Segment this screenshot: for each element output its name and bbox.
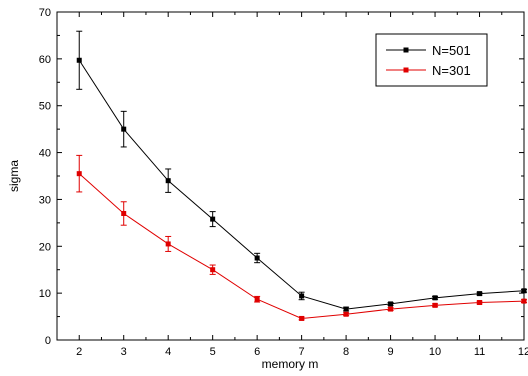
y-tick-label: 40 <box>39 148 51 160</box>
legend: N=501 N=301 <box>375 33 488 87</box>
y-tick-label: 60 <box>39 54 51 66</box>
y-tick-label: 0 <box>45 335 51 347</box>
data-point-n-501 <box>432 295 438 301</box>
x-tick-label: 11 <box>474 346 485 358</box>
series-line-n-501 <box>78 59 525 310</box>
data-point-n-301 <box>165 241 171 247</box>
data-point-n-301 <box>432 302 438 308</box>
data-point-n-301 <box>388 306 394 312</box>
y-tick-label: 50 <box>39 101 51 113</box>
x-tick-label: 4 <box>165 346 171 358</box>
data-point-n-501 <box>299 293 305 299</box>
data-point-n-501 <box>121 126 127 132</box>
x-axis-label: memory m <box>262 357 319 371</box>
x-tick-label: 3 <box>121 346 127 358</box>
data-point-n-301 <box>254 296 260 302</box>
data-point-n-501 <box>388 301 394 307</box>
data-point-n-301 <box>210 267 216 273</box>
x-tick-label: 10 <box>429 346 441 358</box>
data-point-n-301 <box>121 210 127 216</box>
data-point-n-501 <box>76 57 82 63</box>
x-tick-label: 8 <box>343 346 349 358</box>
data-point-n-301 <box>521 298 527 304</box>
legend-marker-n-301 <box>403 67 409 73</box>
series-layer <box>76 30 527 321</box>
x-tick-label: 9 <box>388 346 394 358</box>
data-point-n-501 <box>343 306 349 312</box>
x-tick-label: 5 <box>210 346 216 358</box>
x-tick-label: 6 <box>254 346 260 358</box>
data-point-n-501 <box>521 288 527 294</box>
y-tick-label: 70 <box>39 7 51 19</box>
legend-marker-n-501 <box>403 47 409 53</box>
x-tick-label: 7 <box>299 346 305 358</box>
y-axis: 0 10 20 30 40 50 60 70 <box>39 7 524 347</box>
data-point-n-301 <box>76 171 82 177</box>
data-point-n-501 <box>477 291 483 297</box>
x-tick-label: 12 <box>518 346 528 358</box>
data-point-n-501 <box>210 216 216 222</box>
y-tick-label: 20 <box>39 241 51 253</box>
data-point-n-501 <box>165 178 171 184</box>
data-point-n-501 <box>254 255 260 261</box>
y-axis-label: sigma <box>7 160 21 192</box>
x-axis: 2 3 4 5 6 7 8 9 10 11 12 <box>76 12 528 358</box>
legend-label-n-501: N=501 <box>432 43 471 58</box>
data-point-n-301 <box>299 315 305 321</box>
legend-box <box>375 33 488 87</box>
legend-label-n-301: N=301 <box>432 63 471 78</box>
x-tick-label: 2 <box>76 346 82 358</box>
data-point-n-301 <box>343 311 349 317</box>
y-tick-label: 10 <box>39 288 51 300</box>
y-tick-label: 30 <box>39 194 51 206</box>
data-point-n-301 <box>477 300 483 306</box>
